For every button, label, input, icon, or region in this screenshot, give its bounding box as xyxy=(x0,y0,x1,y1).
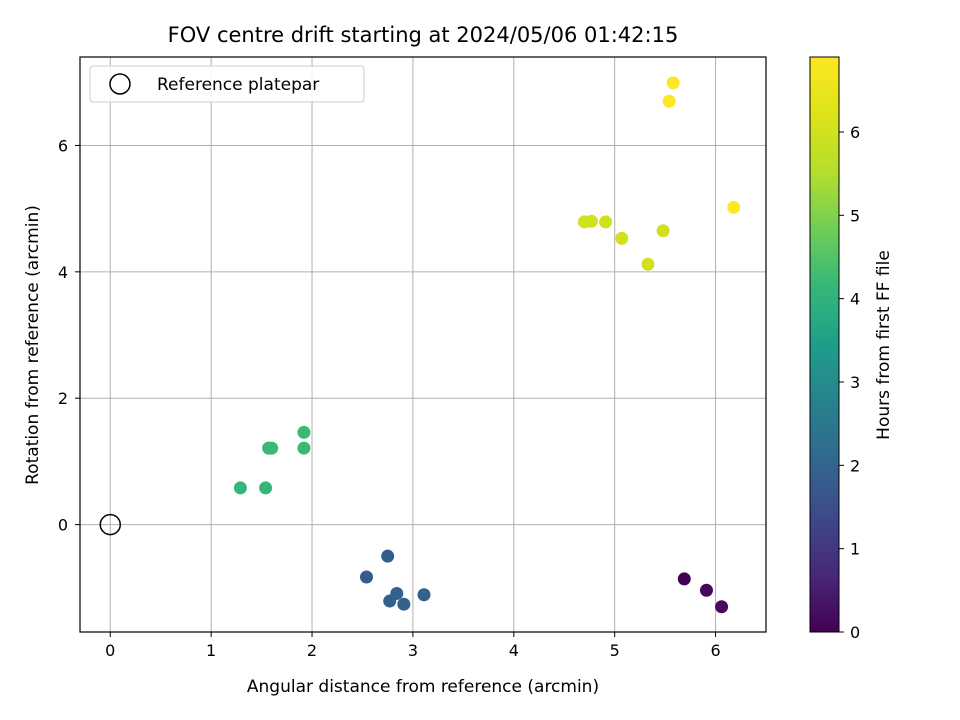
x-tick-label: 4 xyxy=(509,641,519,660)
legend-open-circle-marker xyxy=(109,73,131,95)
data-point xyxy=(599,215,613,229)
data-point xyxy=(662,94,676,108)
data-point xyxy=(727,200,741,214)
data-point xyxy=(417,588,431,602)
x-tick-label: 2 xyxy=(307,641,317,660)
colorbar-ticks: 0 1 2 3 4 5 6 xyxy=(839,123,860,642)
data-point xyxy=(677,572,691,586)
x-axis-label: Angular distance from reference (arcmin) xyxy=(247,677,599,697)
x-tick-label: 0 xyxy=(105,641,115,660)
gridlines xyxy=(80,57,766,632)
y-tick-label: 4 xyxy=(58,263,68,282)
data-point xyxy=(666,76,680,90)
colorbar-tick-label: 1 xyxy=(850,540,860,559)
x-tick-label: 5 xyxy=(610,641,620,660)
colorbar-tick-label: 6 xyxy=(850,123,860,142)
data-point xyxy=(297,425,311,439)
x-tick-label: 1 xyxy=(206,641,216,660)
data-point xyxy=(699,583,713,597)
data-point xyxy=(641,257,655,271)
x-tick-label: 6 xyxy=(710,641,720,660)
plot-frame xyxy=(79,56,767,633)
data-point xyxy=(297,441,311,455)
colorbar-gradient xyxy=(809,56,840,633)
colorbar-tick-label: 3 xyxy=(850,373,860,392)
colorbar-tick-label: 0 xyxy=(850,623,860,642)
colorbar-tick-label: 4 xyxy=(850,290,860,309)
data-point xyxy=(259,481,273,495)
legend: Reference platepar xyxy=(89,65,365,103)
y-axis-ticks: 0 2 4 6 xyxy=(58,136,80,535)
data-point xyxy=(381,549,395,563)
colorbar-label: Hours from first FF file xyxy=(874,250,894,440)
data-points xyxy=(233,76,741,614)
legend-entry-reference-platepar: Reference platepar xyxy=(157,75,319,95)
data-point xyxy=(265,441,279,455)
legend-box xyxy=(89,65,365,103)
colorbar-tick-label: 2 xyxy=(850,456,860,475)
y-tick-label: 6 xyxy=(58,136,68,155)
data-point xyxy=(715,600,729,614)
y-axis-label: Rotation from reference (arcmin) xyxy=(23,205,43,485)
data-point xyxy=(615,231,629,245)
x-axis-ticks: 0 1 2 3 4 5 6 xyxy=(105,632,721,660)
data-point xyxy=(360,570,374,584)
colorbar: 0 1 2 3 4 5 6 Hours from first FF file xyxy=(809,56,894,642)
y-tick-label: 0 xyxy=(58,516,68,535)
data-point xyxy=(383,594,397,608)
colorbar-tick-label: 5 xyxy=(850,206,860,225)
data-point xyxy=(656,224,670,238)
data-point xyxy=(397,597,411,611)
y-tick-label: 2 xyxy=(58,389,68,408)
data-point xyxy=(584,214,598,228)
x-tick-label: 3 xyxy=(408,641,418,660)
chart-title: FOV centre drift starting at 2024/05/06 … xyxy=(168,23,679,47)
reference-platepar-marker xyxy=(99,513,122,536)
data-point xyxy=(233,481,247,495)
